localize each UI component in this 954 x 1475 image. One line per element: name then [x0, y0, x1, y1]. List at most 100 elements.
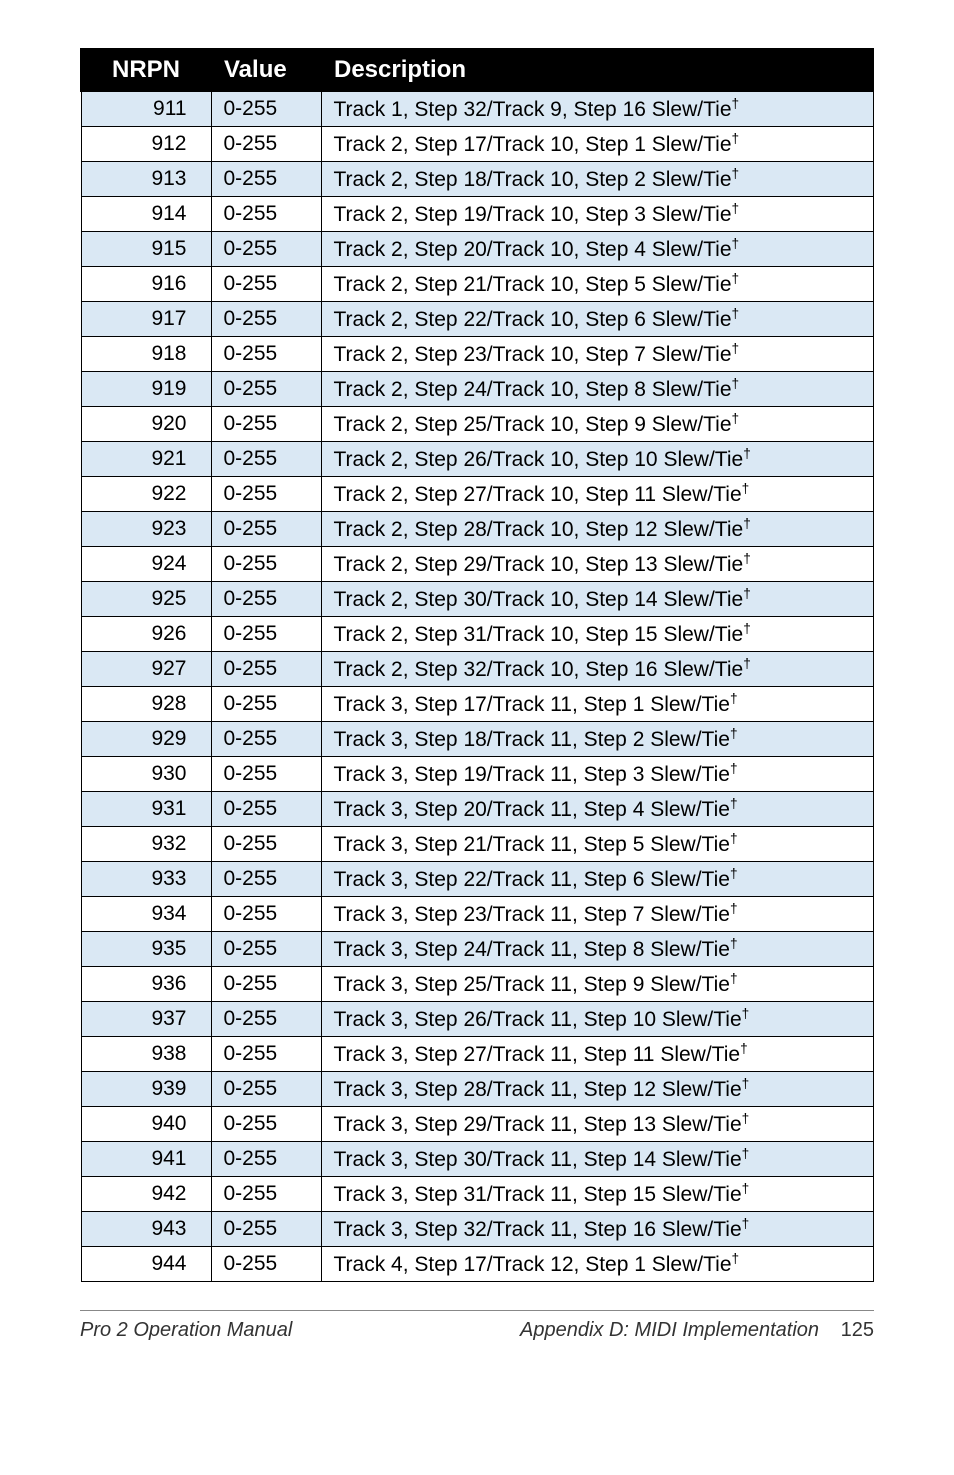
cell-nrpn: 930	[81, 757, 211, 792]
table-row: 9210-255Track 2, Step 26/Track 10, Step …	[81, 442, 873, 477]
cell-desc: Track 2, Step 29/Track 10, Step 13 Slew/…	[321, 547, 873, 582]
table-row: 9130-255Track 2, Step 18/Track 10, Step …	[81, 162, 873, 197]
table-row: 9290-255Track 3, Step 18/Track 11, Step …	[81, 722, 873, 757]
cell-desc: Track 4, Step 17/Track 12, Step 1 Slew/T…	[321, 1247, 873, 1282]
nrpn-table: NRPN Value Description 9110-255Track 1, …	[80, 48, 874, 1282]
cell-value: 0-255	[211, 582, 321, 617]
dagger-icon: †	[730, 691, 738, 706]
col-header-nrpn: NRPN	[81, 49, 211, 91]
cell-nrpn: 927	[81, 652, 211, 687]
cell-value: 0-255	[211, 862, 321, 897]
cell-nrpn: 918	[81, 337, 211, 372]
table-row: 9300-255Track 3, Step 19/Track 11, Step …	[81, 757, 873, 792]
cell-desc: Track 3, Step 28/Track 11, Step 12 Slew/…	[321, 1072, 873, 1107]
cell-nrpn: 913	[81, 162, 211, 197]
cell-nrpn: 916	[81, 267, 211, 302]
table-row: 9310-255Track 3, Step 20/Track 11, Step …	[81, 792, 873, 827]
table-row: 9150-255Track 2, Step 20/Track 10, Step …	[81, 232, 873, 267]
table-row: 9270-255Track 2, Step 32/Track 10, Step …	[81, 652, 873, 687]
cell-desc: Track 3, Step 25/Track 11, Step 9 Slew/T…	[321, 967, 873, 1002]
dagger-icon: †	[742, 1111, 750, 1126]
cell-value: 0-255	[211, 197, 321, 232]
cell-desc: Track 2, Step 19/Track 10, Step 3 Slew/T…	[321, 197, 873, 232]
cell-desc: Track 2, Step 32/Track 10, Step 16 Slew/…	[321, 652, 873, 687]
cell-desc: Track 3, Step 22/Track 11, Step 6 Slew/T…	[321, 862, 873, 897]
table-row: 9200-255Track 2, Step 25/Track 10, Step …	[81, 407, 873, 442]
cell-nrpn: 933	[81, 862, 211, 897]
table-row: 9370-255Track 3, Step 26/Track 11, Step …	[81, 1002, 873, 1037]
table-row: 9360-255Track 3, Step 25/Track 11, Step …	[81, 967, 873, 1002]
table-row: 9110-255Track 1, Step 32/Track 9, Step 1…	[81, 91, 873, 127]
dagger-icon: †	[730, 761, 738, 776]
table-row: 9220-255Track 2, Step 27/Track 10, Step …	[81, 477, 873, 512]
dagger-icon: †	[730, 971, 738, 986]
cell-nrpn: 920	[81, 407, 211, 442]
dagger-icon: †	[732, 96, 740, 111]
cell-nrpn: 942	[81, 1177, 211, 1212]
cell-nrpn: 922	[81, 477, 211, 512]
dagger-icon: †	[730, 936, 738, 951]
dagger-icon: †	[730, 726, 738, 741]
cell-desc: Track 3, Step 23/Track 11, Step 7 Slew/T…	[321, 897, 873, 932]
cell-desc: Track 3, Step 31/Track 11, Step 15 Slew/…	[321, 1177, 873, 1212]
dagger-icon: †	[742, 1006, 750, 1021]
cell-nrpn: 935	[81, 932, 211, 967]
dagger-icon: †	[743, 621, 751, 636]
cell-desc: Track 3, Step 27/Track 11, Step 11 Slew/…	[321, 1037, 873, 1072]
cell-value: 0-255	[211, 91, 321, 127]
table-row: 9400-255Track 3, Step 29/Track 11, Step …	[81, 1107, 873, 1142]
cell-nrpn: 940	[81, 1107, 211, 1142]
dagger-icon: †	[743, 551, 751, 566]
dagger-icon: †	[732, 166, 740, 181]
cell-desc: Track 3, Step 29/Track 11, Step 13 Slew/…	[321, 1107, 873, 1142]
cell-nrpn: 911	[81, 91, 211, 127]
cell-desc: Track 3, Step 32/Track 11, Step 16 Slew/…	[321, 1212, 873, 1247]
table-body: 9110-255Track 1, Step 32/Track 9, Step 1…	[81, 91, 873, 1282]
cell-value: 0-255	[211, 1107, 321, 1142]
cell-desc: Track 2, Step 28/Track 10, Step 12 Slew/…	[321, 512, 873, 547]
dagger-icon: †	[742, 1076, 750, 1091]
cell-nrpn: 928	[81, 687, 211, 722]
cell-nrpn: 919	[81, 372, 211, 407]
dagger-icon: †	[732, 306, 740, 321]
dagger-icon: †	[743, 656, 751, 671]
cell-desc: Track 3, Step 19/Track 11, Step 3 Slew/T…	[321, 757, 873, 792]
cell-desc: Track 2, Step 18/Track 10, Step 2 Slew/T…	[321, 162, 873, 197]
dagger-icon: †	[732, 341, 740, 356]
table-row: 9410-255Track 3, Step 30/Track 11, Step …	[81, 1142, 873, 1177]
cell-nrpn: 912	[81, 127, 211, 162]
dagger-icon: †	[730, 901, 738, 916]
cell-desc: Track 2, Step 24/Track 10, Step 8 Slew/T…	[321, 372, 873, 407]
dagger-icon: †	[732, 1251, 740, 1266]
footer-section: Appendix D: MIDI Implementation	[520, 1319, 819, 1341]
table-row: 9340-255Track 3, Step 23/Track 11, Step …	[81, 897, 873, 932]
cell-desc: Track 2, Step 17/Track 10, Step 1 Slew/T…	[321, 127, 873, 162]
table-row: 9230-255Track 2, Step 28/Track 10, Step …	[81, 512, 873, 547]
page-footer: Pro 2 Operation Manual Appendix D: MIDI …	[80, 1310, 874, 1342]
cell-nrpn: 932	[81, 827, 211, 862]
footer-right: Appendix D: MIDI Implementation 125	[520, 1319, 874, 1342]
cell-nrpn: 939	[81, 1072, 211, 1107]
cell-value: 0-255	[211, 232, 321, 267]
footer-page-number: 125	[841, 1319, 874, 1341]
table-row: 9240-255Track 2, Step 29/Track 10, Step …	[81, 547, 873, 582]
cell-value: 0-255	[211, 1037, 321, 1072]
table-row: 9420-255Track 3, Step 31/Track 11, Step …	[81, 1177, 873, 1212]
cell-nrpn: 921	[81, 442, 211, 477]
cell-nrpn: 941	[81, 1142, 211, 1177]
cell-nrpn: 936	[81, 967, 211, 1002]
cell-desc: Track 2, Step 26/Track 10, Step 10 Slew/…	[321, 442, 873, 477]
cell-desc: Track 3, Step 24/Track 11, Step 8 Slew/T…	[321, 932, 873, 967]
cell-desc: Track 3, Step 21/Track 11, Step 5 Slew/T…	[321, 827, 873, 862]
cell-value: 0-255	[211, 827, 321, 862]
page: NRPN Value Description 9110-255Track 1, …	[0, 0, 954, 1372]
dagger-icon: †	[742, 1181, 750, 1196]
cell-desc: Track 2, Step 21/Track 10, Step 5 Slew/T…	[321, 267, 873, 302]
dagger-icon: †	[730, 796, 738, 811]
cell-nrpn: 934	[81, 897, 211, 932]
dagger-icon: †	[742, 481, 750, 496]
cell-value: 0-255	[211, 757, 321, 792]
dagger-icon: †	[732, 376, 740, 391]
table-row: 9320-255Track 3, Step 21/Track 11, Step …	[81, 827, 873, 862]
cell-nrpn: 931	[81, 792, 211, 827]
